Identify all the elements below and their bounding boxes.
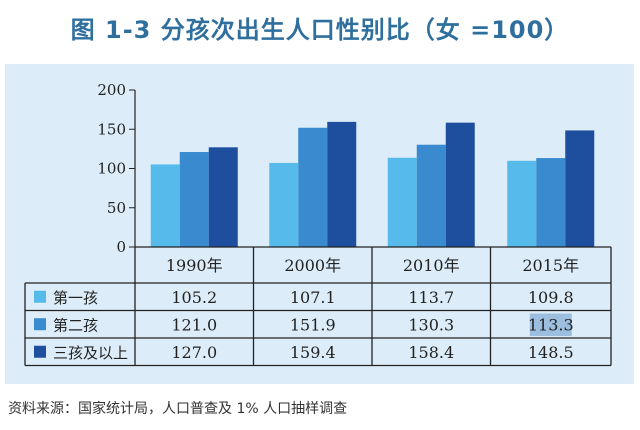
bar-1-2010年 bbox=[387, 157, 417, 247]
data-value: 107.1 bbox=[290, 288, 336, 307]
data-value: 127.0 bbox=[171, 343, 217, 362]
bar-2-1990年 bbox=[179, 152, 209, 247]
category-label: 2010年 bbox=[403, 256, 460, 275]
bar-1-2000年 bbox=[269, 162, 299, 247]
legend-swatch-1 bbox=[34, 290, 46, 303]
chart-panel: 0 50 100 150 200 1990年 2000年 2010年 2015年第一孩 105.2… bbox=[5, 64, 634, 384]
data-value: 109.8 bbox=[528, 288, 574, 307]
bar-2-2000年 bbox=[298, 127, 328, 247]
bar-3-2000年 bbox=[327, 121, 357, 247]
bar-2-2010年 bbox=[416, 144, 446, 247]
legend-label: 三孩及以上 bbox=[53, 344, 128, 362]
category-label: 1990年 bbox=[166, 256, 223, 275]
data-value: 151.9 bbox=[290, 315, 336, 334]
data-value: 158.4 bbox=[408, 343, 454, 362]
bar-2-2015年 bbox=[536, 158, 566, 247]
data-value: 121.0 bbox=[171, 315, 217, 334]
bar-1-1990年 bbox=[150, 164, 180, 247]
legend-label: 第二孩 bbox=[53, 316, 98, 334]
source-note: 资料来源：国家统计局，人口普查及 1% 人口抽样调查 bbox=[8, 401, 348, 417]
y-tick-label: 200 bbox=[97, 81, 126, 99]
highlighted-cell bbox=[529, 313, 572, 336]
bar-3-2015年 bbox=[565, 130, 595, 247]
category-label: 2000年 bbox=[284, 256, 341, 275]
data-value: 130.3 bbox=[408, 315, 454, 334]
bar-3-2010年 bbox=[445, 122, 475, 247]
legend-swatch-2 bbox=[34, 318, 46, 331]
bar-1-2015年 bbox=[507, 160, 537, 247]
category-label: 2015年 bbox=[522, 256, 579, 275]
legend-swatch-3 bbox=[34, 345, 46, 358]
data-value: 113.3 bbox=[528, 315, 574, 334]
data-value: 148.5 bbox=[528, 343, 574, 362]
chart-title: 图 1-3 分孩次出生人口性别比（女 =100） bbox=[70, 16, 570, 44]
data-value: 105.2 bbox=[171, 288, 217, 307]
y-tick-label: 0 bbox=[116, 238, 126, 256]
y-tick-label: 50 bbox=[107, 199, 126, 217]
y-tick-label: 150 bbox=[97, 120, 126, 138]
legend-label: 第一孩 bbox=[53, 289, 98, 307]
y-tick-label: 100 bbox=[97, 160, 126, 178]
bar-3-1990年 bbox=[208, 147, 238, 247]
data-value: 113.7 bbox=[408, 288, 454, 307]
data-value: 159.4 bbox=[290, 343, 336, 362]
